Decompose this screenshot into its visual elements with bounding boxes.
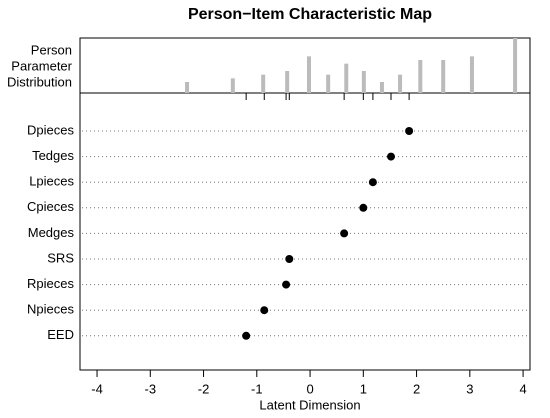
item-point	[405, 127, 414, 135]
x-axis-label: Latent Dimension	[259, 397, 360, 412]
chart-title: Person−Item Characteristic Map	[188, 6, 432, 23]
y-tick-label: Rpieces	[27, 276, 74, 291]
y-tick-label: EED	[47, 327, 74, 342]
x-tick-label: 1	[360, 381, 367, 396]
item-point	[387, 152, 396, 161]
person-bar	[398, 74, 403, 93]
x-tick-label: -1	[251, 381, 263, 396]
person-bar	[285, 71, 290, 93]
person-bar	[418, 60, 423, 93]
item-point	[340, 229, 349, 238]
person-bar	[185, 82, 190, 93]
x-tick-label: -4	[91, 381, 103, 396]
person-label: Person	[31, 42, 72, 57]
person-bar	[441, 60, 446, 93]
person-bar	[261, 74, 266, 93]
person-label: Distribution	[7, 74, 72, 89]
person-bar	[326, 74, 331, 93]
x-tick-label: -3	[145, 381, 157, 396]
top-panel	[79, 37, 531, 94]
person-bar	[344, 63, 349, 93]
person-label: Parameter	[11, 58, 72, 73]
person-bar	[469, 56, 474, 93]
item-point	[260, 306, 269, 315]
item-point	[359, 203, 368, 212]
item-point	[285, 255, 294, 263]
y-tick-label: Dpieces	[27, 122, 74, 137]
item-point	[282, 280, 291, 289]
item-point	[368, 178, 377, 187]
y-tick-label: Npieces	[27, 302, 74, 317]
bottom-panel	[79, 92, 531, 371]
x-tick-label: 0	[306, 381, 313, 396]
person-bar	[230, 78, 235, 93]
x-tick-label: 3	[466, 381, 473, 396]
y-tick-label: Tedges	[32, 148, 74, 163]
item-point	[242, 331, 251, 340]
y-tick-label: Cpieces	[27, 199, 74, 214]
person-bar	[306, 56, 311, 93]
y-tick-label: SRS	[47, 250, 74, 265]
x-tick-label: -2	[198, 381, 210, 396]
x-tick-label: 2	[413, 381, 420, 396]
y-tick-label: Lpieces	[29, 174, 74, 189]
person-bar	[361, 71, 366, 93]
x-tick-label: 4	[519, 381, 526, 396]
person-bar	[379, 82, 384, 93]
y-tick-label: Medges	[28, 225, 75, 240]
person-bar	[513, 38, 518, 93]
